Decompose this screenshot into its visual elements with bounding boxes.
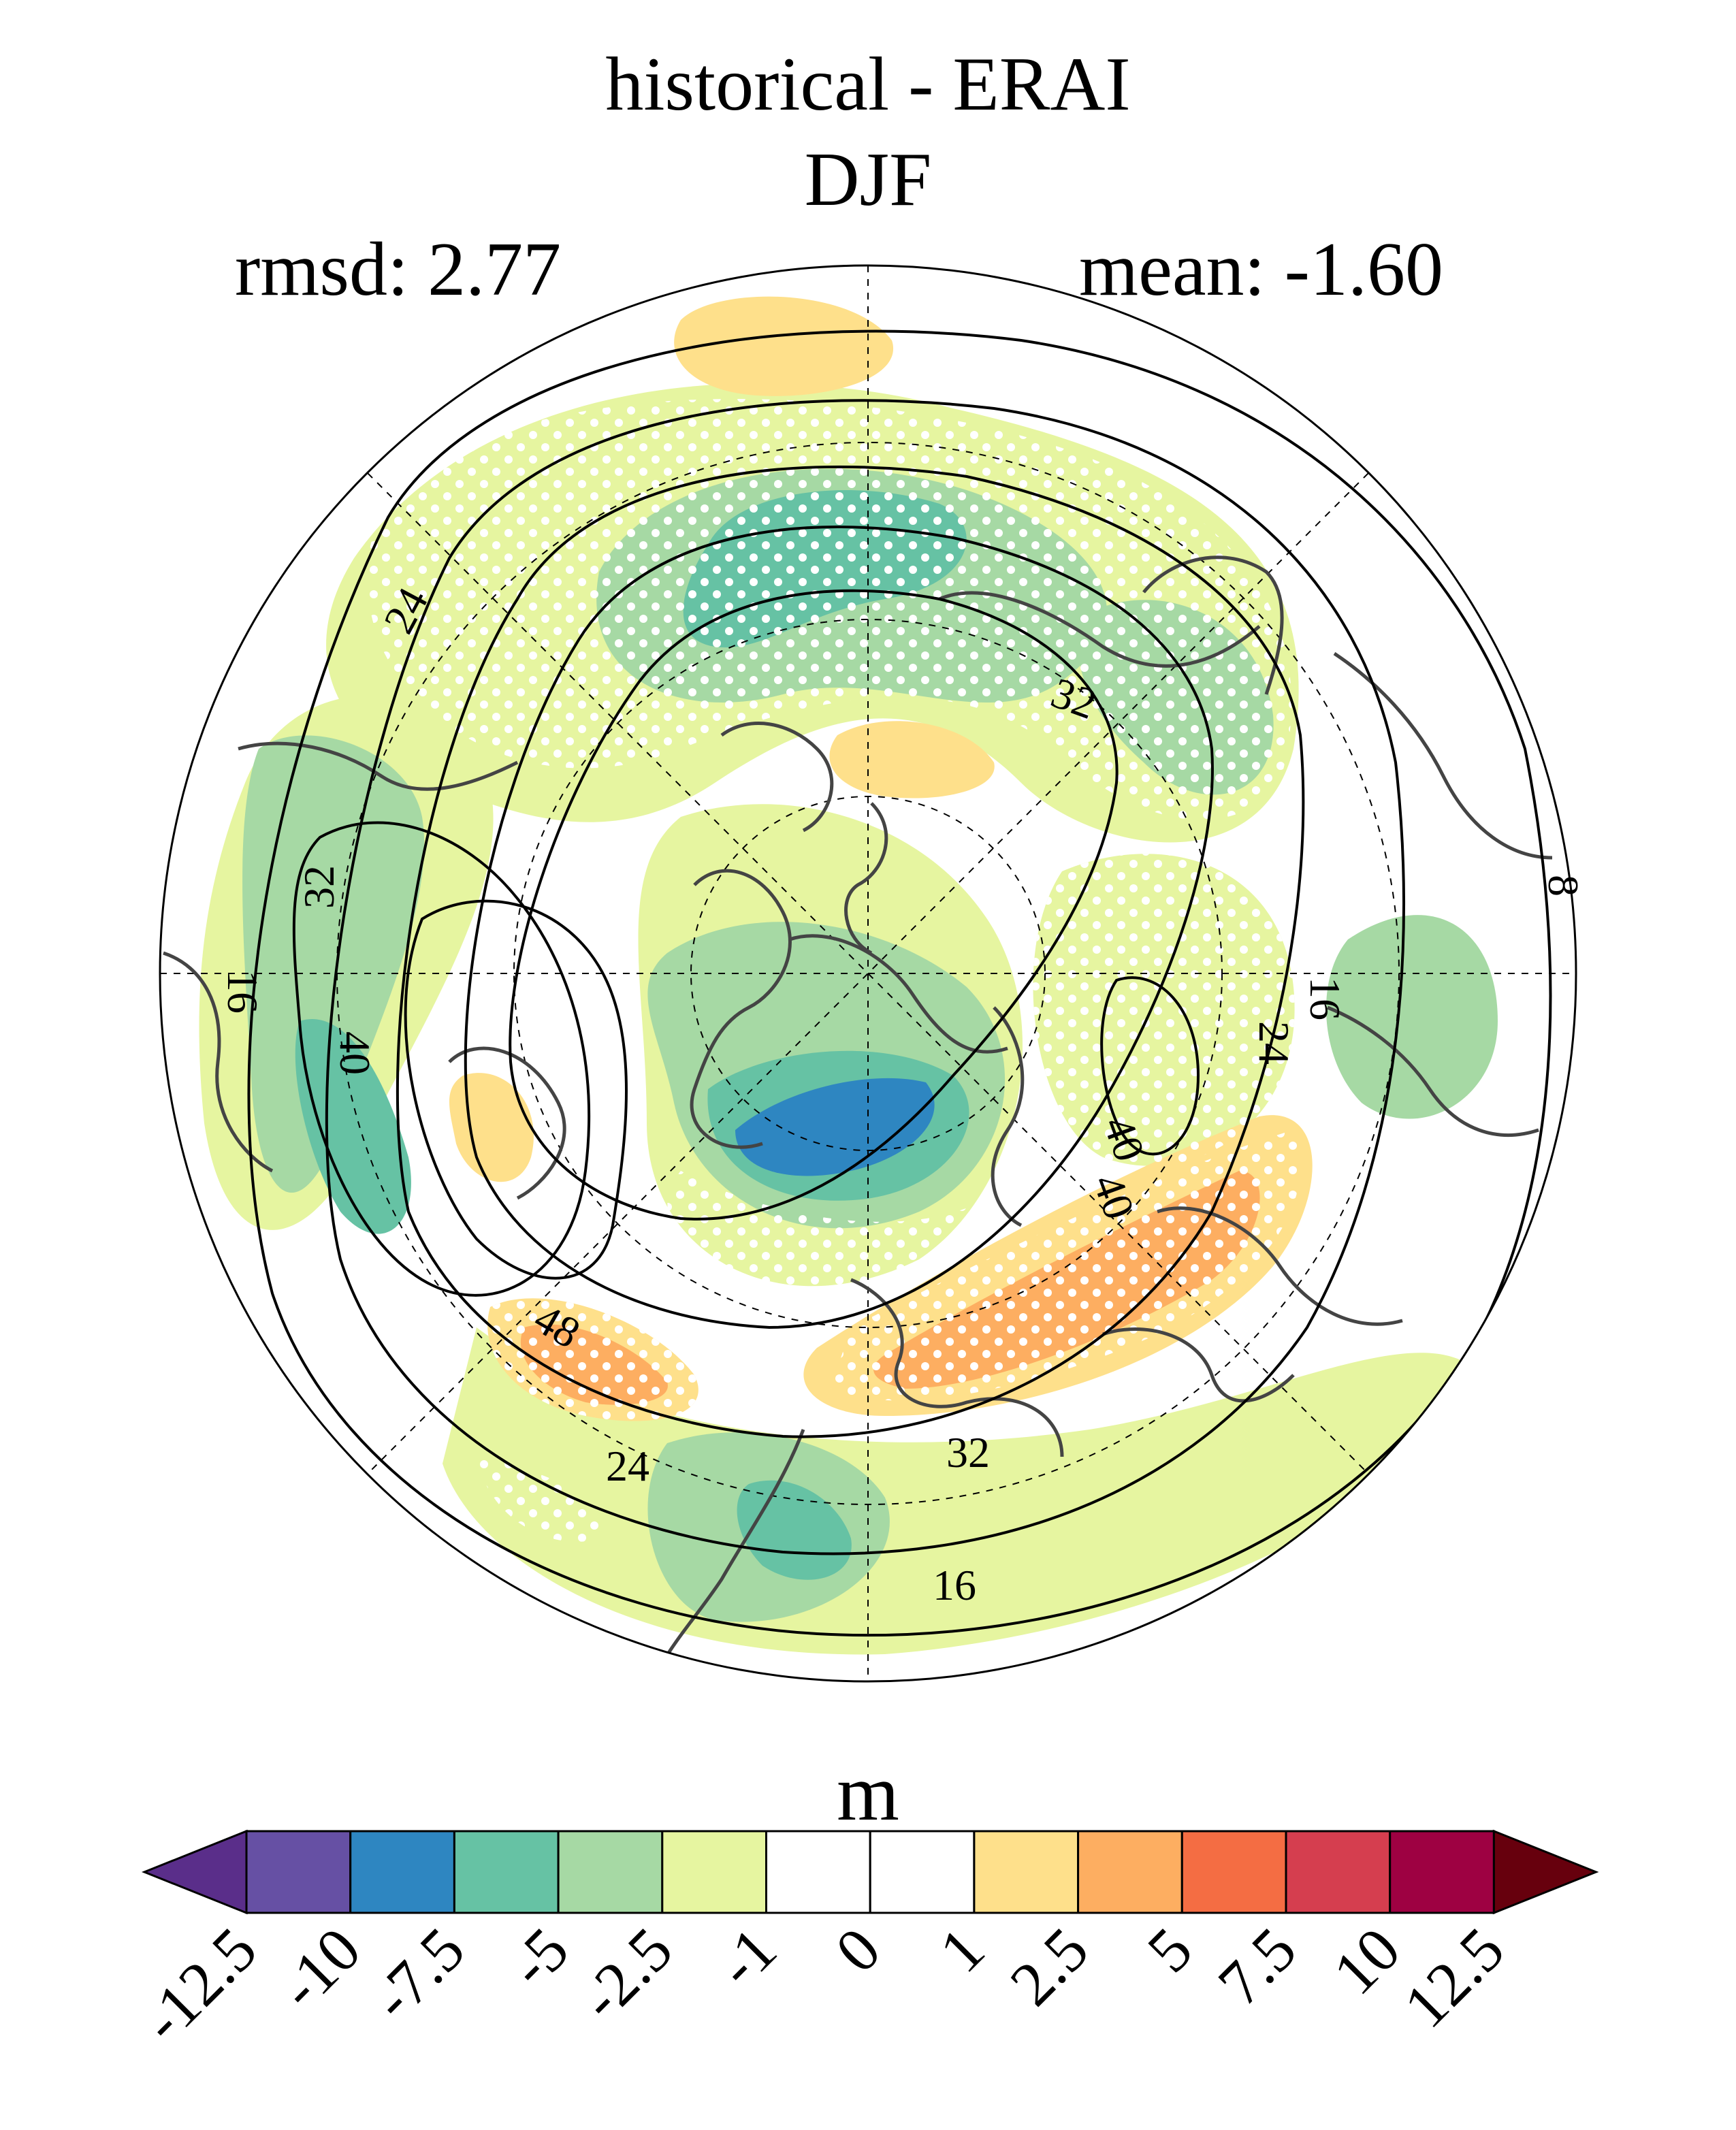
colorbar-triangle-min [141, 1829, 248, 1915]
anomaly-region [242, 735, 425, 1193]
significance-stipple [667, 1171, 993, 1288]
significance-stipple [477, 1457, 601, 1542]
contour-label: 32 [946, 1428, 990, 1477]
colorbar-tick-label: -1 [703, 1914, 789, 2000]
significance-stipple [487, 1298, 698, 1421]
contour-label: 8 [1539, 875, 1588, 897]
graticule [160, 265, 1576, 1681]
anomaly-region [674, 296, 894, 396]
anomaly-region [829, 721, 995, 798]
contour-label: 16 [1301, 977, 1349, 1020]
rmsd-value: rmsd: 2.77 [235, 227, 562, 312]
globe-boundary [159, 264, 1577, 1683]
colorbar-tick-label: 2.5 [997, 1914, 1101, 2018]
colorbar-box [869, 1830, 976, 1914]
contour-label: 32 [295, 865, 343, 909]
map-title: historical - ERAI [605, 42, 1131, 127]
colorbar-box [453, 1830, 560, 1914]
colorbar-box [245, 1830, 352, 1914]
contour-label: 24 [1250, 1021, 1298, 1065]
colorbar-box [1077, 1830, 1183, 1914]
mean-value: mean: -1.60 [1079, 227, 1443, 312]
colorbar-triangle-max [1492, 1829, 1599, 1915]
colorbar-box [557, 1830, 664, 1914]
colorbar-tick-label: 5 [1134, 1914, 1206, 1986]
colorbar-box [349, 1830, 455, 1914]
colorbar-units: m [837, 1748, 899, 1837]
colorbar-box [1180, 1830, 1287, 1914]
anomaly-region [1325, 915, 1498, 1119]
colorbar-tick-label: -2.5 [566, 1914, 686, 2033]
contour-label: 24 [606, 1442, 649, 1490]
colorbar-tick-label: 0 [822, 1914, 894, 1986]
anomaly-region [735, 1078, 935, 1176]
colorbar-tick-label: 7.5 [1205, 1914, 1309, 2018]
colorbar-box [1285, 1830, 1392, 1914]
colorbar-box [765, 1830, 871, 1914]
colorbar-tick-label: 12.5 [1391, 1914, 1517, 2041]
anomaly-region [295, 1018, 411, 1234]
colorbar-tick-label: -7.5 [358, 1914, 477, 2033]
colorbar-boxes [141, 1829, 1599, 1915]
colorbar-box [973, 1830, 1080, 1914]
significance-stipple [1033, 854, 1295, 1166]
contour-label: 16 [219, 970, 267, 1014]
colorbar-tick-label: -12.5 [129, 1914, 270, 2056]
colorbar-tick-label: 1 [926, 1914, 997, 1986]
significance-stipple [831, 1130, 1301, 1401]
colorbar-box [661, 1830, 767, 1914]
contour-label: 40 [331, 1031, 379, 1075]
season-label: DJF [804, 138, 932, 222]
colorbar-box [1389, 1830, 1495, 1914]
anomaly-region [449, 1073, 534, 1182]
colorbar-tick-label: -10 [266, 1914, 374, 2022]
contour-label: 16 [933, 1561, 976, 1609]
